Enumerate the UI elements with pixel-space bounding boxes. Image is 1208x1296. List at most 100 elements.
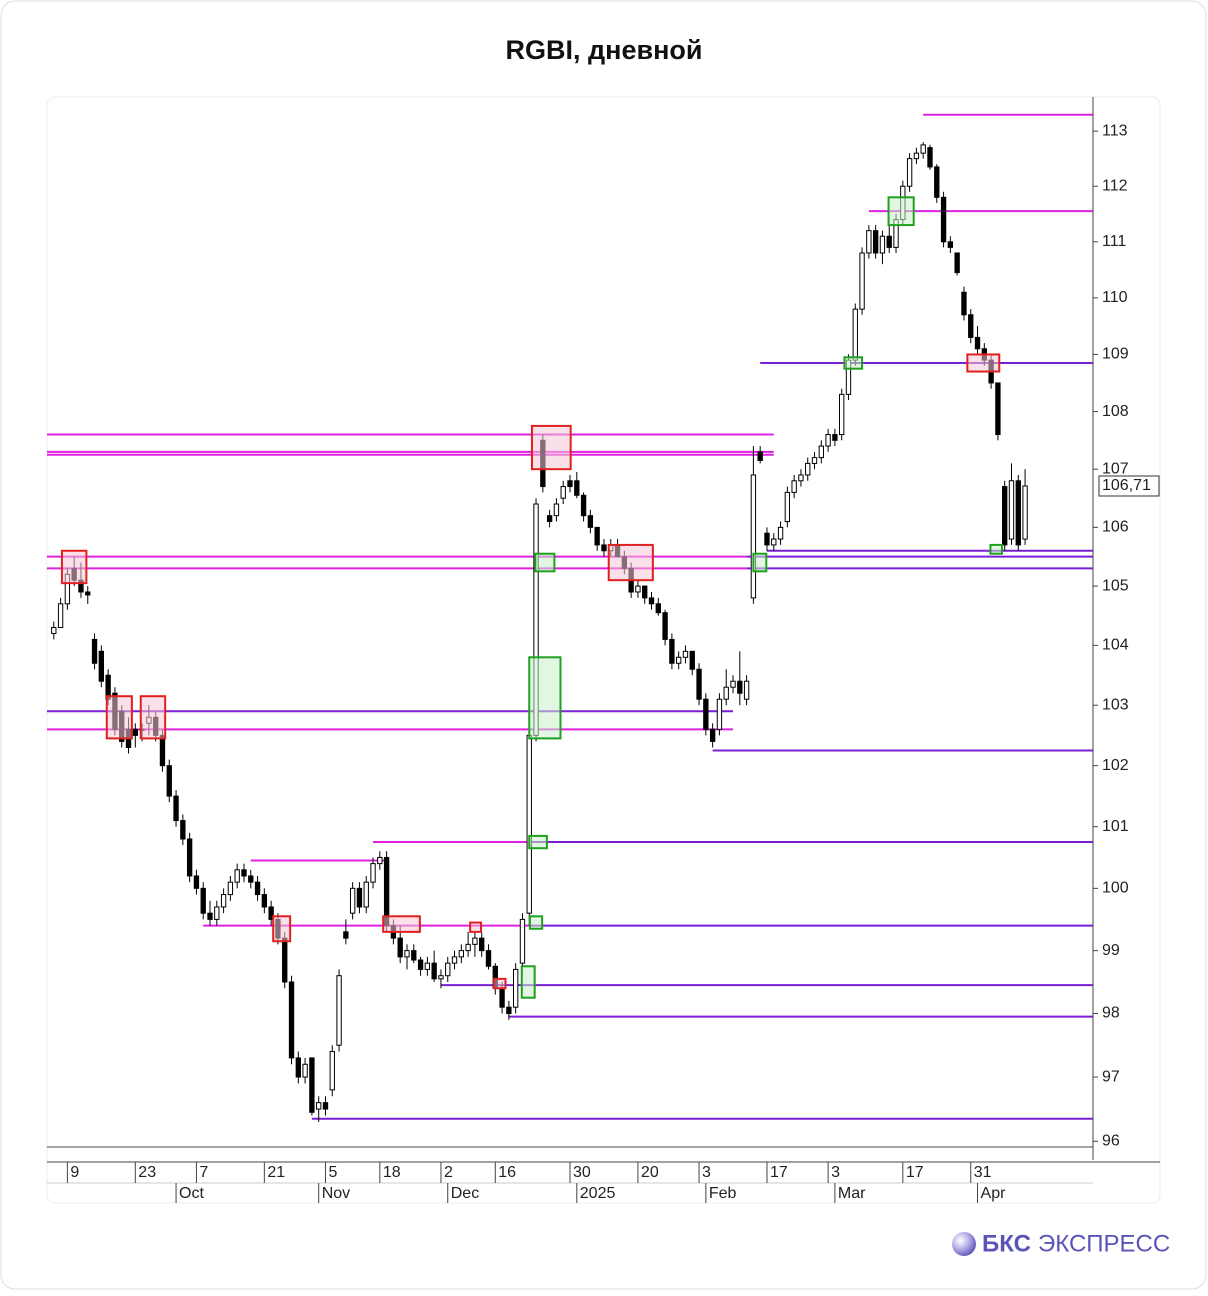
candle-body [730,680,736,688]
y-tick-label: 109 [1102,346,1129,363]
month-label: Feb [709,1185,737,1202]
candle-body [132,728,138,736]
candle-body [696,668,702,700]
y-tick-label: 102 [1102,757,1129,774]
candle-body [506,1006,512,1015]
candle-body [397,937,403,958]
candle-body [798,474,804,482]
signal-box [520,965,536,999]
candle-body [574,480,580,496]
candle-body [485,950,492,967]
candle-body [743,680,750,700]
candle-body [499,987,505,1008]
candle-body [1015,480,1021,546]
candle-body [968,314,974,338]
axes: 9697989910010110210310410510610710810911… [66,122,1160,1203]
candle-body [220,894,227,908]
last-price-label: 106,71 [1102,477,1151,494]
signal-box [492,977,507,990]
signal-box [607,543,654,582]
candle-body [336,975,342,1046]
candle-body [1002,486,1008,546]
chart-panel [46,96,1161,1204]
y-tick-label: 113 [1102,122,1128,139]
x-tick-label: 17 [906,1164,924,1181]
candle-body [288,981,295,1059]
candle-body [458,950,464,958]
candle-body [200,887,206,914]
candle-body [268,906,274,920]
y-tick-label: 97 [1102,1068,1120,1085]
x-tick-label: 9 [70,1164,79,1181]
candle-body [465,943,471,952]
candle-body [954,252,960,274]
signal-box [105,695,133,740]
candle-body [839,393,845,436]
candle-body [57,603,64,629]
candle-body [309,1057,315,1113]
x-tick-label: 16 [498,1164,516,1181]
y-tick-label: 101 [1102,818,1129,835]
month-label: Dec [451,1185,479,1202]
candle-body [716,698,723,730]
candle-body [479,937,485,952]
candle-body [207,912,213,920]
candle-body [1022,485,1028,540]
y-tick-label: 105 [1102,577,1129,594]
candle-body [825,434,831,447]
candle-body [234,869,240,883]
candle-body [173,795,179,822]
logo: БКС ЭКСПРЕСС [952,1230,1170,1257]
x-tick-label: 18 [383,1164,401,1181]
candle-body [886,235,892,248]
candle-body [906,158,913,187]
candle-body [594,526,600,546]
y-tick-label: 96 [1102,1132,1120,1149]
signal-box [530,424,572,471]
candle-body [261,894,268,908]
candle-body [866,230,872,254]
y-tick-label: 111 [1102,233,1126,250]
signal-box [887,196,915,227]
candle-body [91,638,98,664]
candle-body [248,875,254,883]
candle-body [784,491,791,523]
month-label: Oct [179,1185,204,1202]
signal-box [534,552,556,573]
x-tick-label: 3 [702,1164,711,1181]
candle-body [676,656,682,664]
candle-body [98,650,105,682]
candle-body [961,291,967,316]
candle-body [295,1057,301,1078]
month-label: Mar [838,1185,866,1202]
candle-body [526,734,532,914]
candle-body [438,975,444,980]
candle-body [940,196,947,243]
candle-body [451,956,458,964]
candle-body [472,937,478,945]
x-tick-label: 30 [573,1164,591,1181]
candle-body [546,515,553,523]
candle-body [363,881,369,908]
candle-body [587,515,594,528]
signal-box [469,921,483,933]
candle-body [974,336,981,350]
candle-body [920,144,926,154]
candle-body [771,538,777,546]
candle-body [682,650,689,658]
candle-body [805,462,811,476]
x-tick-label: 3 [831,1164,840,1181]
month-label: Nov [322,1185,350,1202]
candle-body [832,434,838,441]
y-tick-label: 100 [1102,880,1129,897]
candle-body [852,308,858,361]
candle-body [689,650,695,670]
candle-body [316,1102,322,1110]
signal-box [272,915,292,943]
candle-body [737,680,743,694]
candle-body [159,734,166,767]
candle-body [322,1102,329,1110]
x-tick-label: 2 [444,1164,453,1181]
x-tick-label: 5 [328,1164,337,1181]
